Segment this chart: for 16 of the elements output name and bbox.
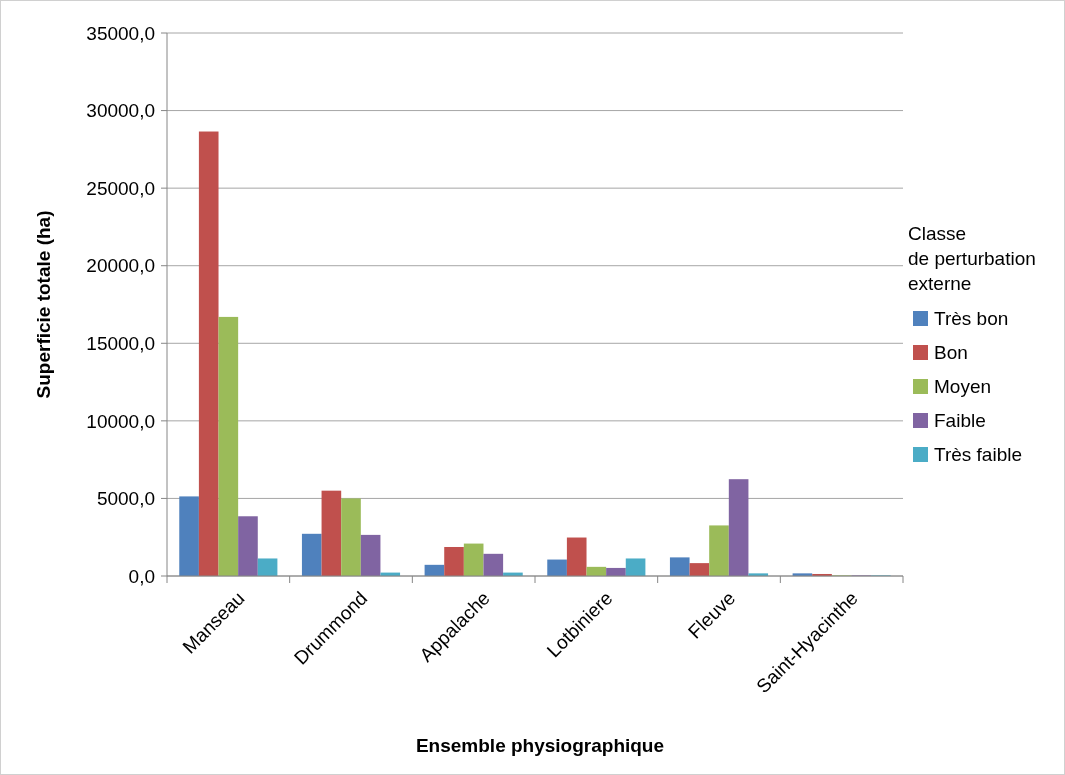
y-tick-label: 15000,0	[86, 332, 155, 354]
legend-title: Classe de perturbation externe	[908, 223, 1036, 294]
y-tick-label: 0,0	[128, 565, 155, 587]
y-tick-label: 5000,0	[96, 488, 155, 510]
y-tick-label: 25000,0	[86, 177, 155, 199]
y-tick-label: 30000,0	[86, 100, 155, 122]
y-axis-title: Superficie totale (ha)	[33, 210, 54, 399]
legend-label: Faible	[934, 409, 986, 431]
x-axis-title: Ensemble physiographique	[415, 735, 665, 756]
y-tick-label: 35000,0	[86, 22, 155, 44]
legend-label: Très bon	[934, 307, 1009, 329]
y-tick-label: 10000,0	[86, 410, 155, 432]
legend-label: Très faible	[934, 443, 1022, 465]
y-tick-label: 20000,0	[86, 255, 155, 277]
legend-label: Moyen	[934, 375, 992, 397]
legend-label: Bon	[934, 341, 968, 363]
